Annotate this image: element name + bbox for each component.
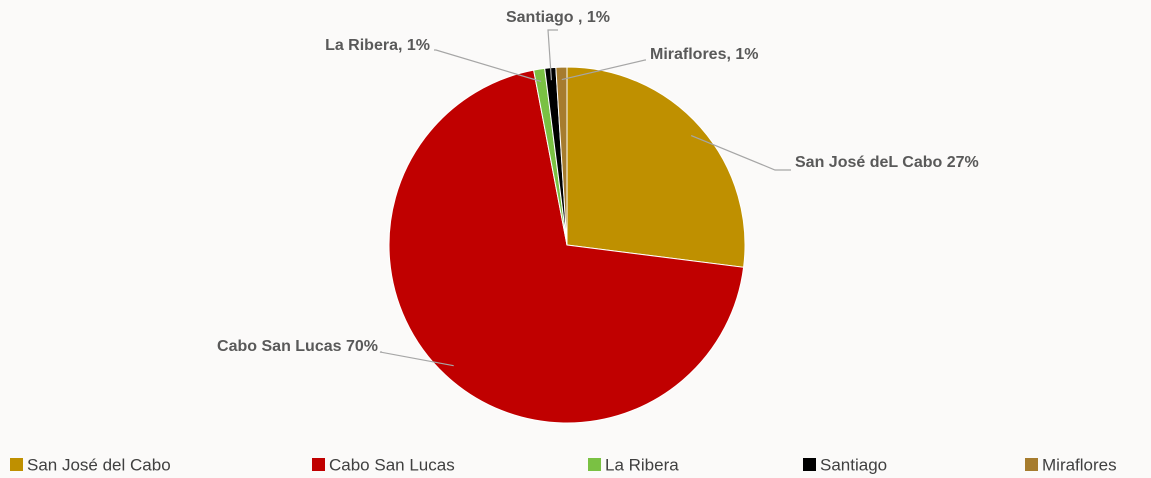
data-label: Santiago , 1% (506, 9, 610, 26)
legend-label: Cabo San Lucas (329, 455, 455, 474)
legend-label: Santiago (820, 455, 887, 474)
data-label: Cabo San Lucas 70% (217, 338, 378, 355)
legend-swatch (1025, 458, 1038, 471)
legend-swatch (588, 458, 601, 471)
chart: San José deL Cabo 27% Cabo San Lucas 70% L… (0, 0, 1151, 478)
legend-swatch (312, 458, 325, 471)
legend-label: Miraflores (1042, 455, 1117, 474)
legend-label: San José del Cabo (27, 455, 171, 474)
legend-swatch (10, 458, 23, 471)
data-label: La Ribera, 1% (325, 37, 430, 54)
legend-label: La Ribera (605, 455, 679, 474)
data-label: San José deL Cabo 27% (795, 154, 979, 171)
legend-swatch (803, 458, 816, 471)
data-label: Miraflores, 1% (650, 46, 758, 63)
